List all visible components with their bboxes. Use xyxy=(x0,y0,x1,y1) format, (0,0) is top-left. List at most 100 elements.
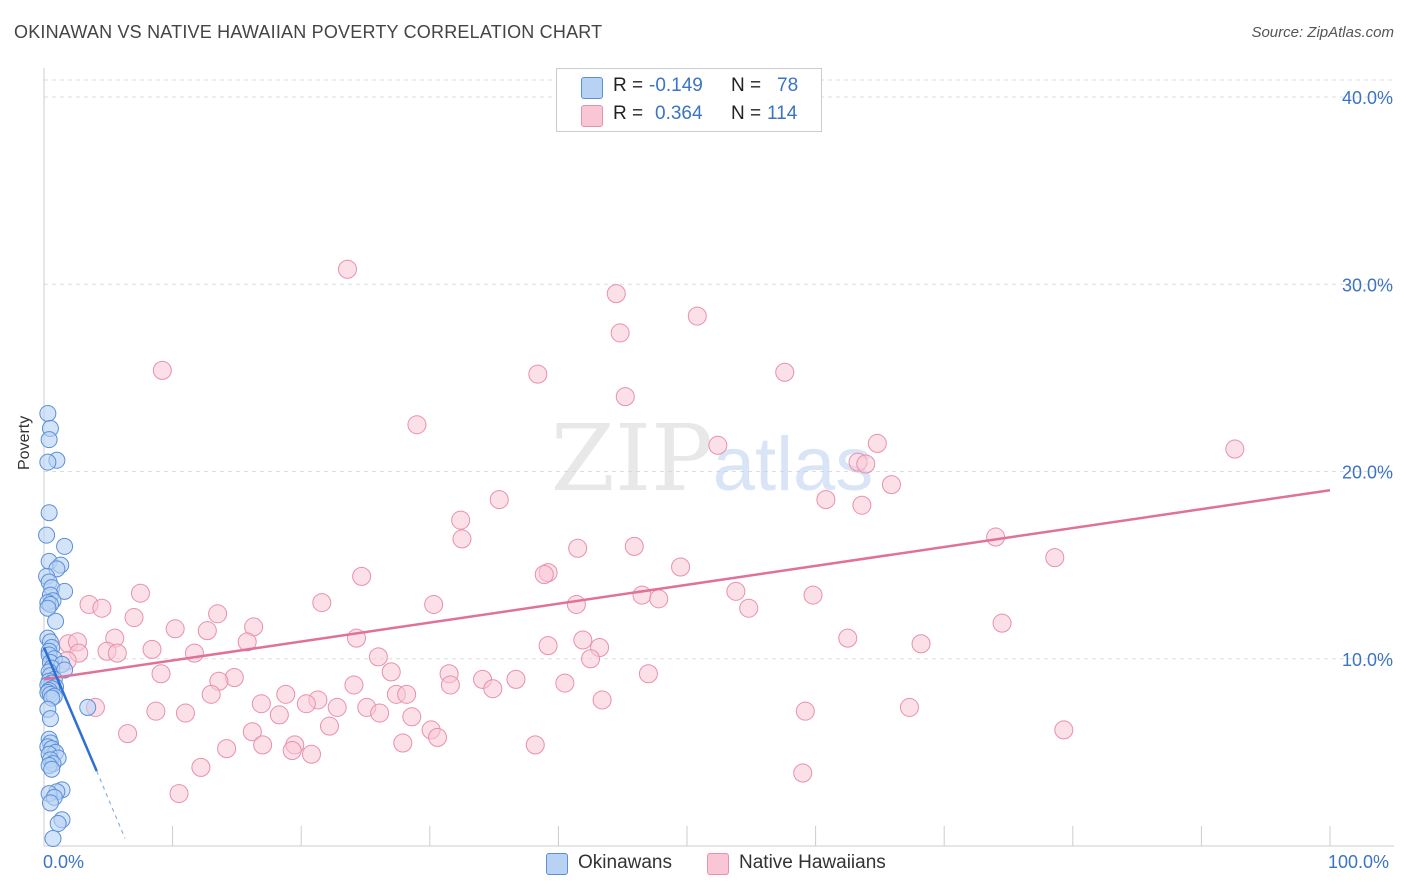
hawaiian-point xyxy=(440,675,460,695)
hawaiian-point xyxy=(489,490,509,510)
native-hawaiian-points xyxy=(57,259,1245,804)
hawaiian-n-label: N = xyxy=(731,103,762,124)
hawaiian-point xyxy=(301,744,321,764)
okinawan-point xyxy=(43,760,61,778)
hawaiian-point xyxy=(1054,720,1074,740)
hawaiian-point xyxy=(237,632,257,652)
hawaiian-point xyxy=(381,662,401,682)
hawaiian-point xyxy=(649,589,669,609)
hawaiian-n-value: 114 xyxy=(767,103,798,124)
hawaiian-point xyxy=(370,703,390,723)
hawaiian-point xyxy=(867,433,887,453)
watermark-zip: ZIP xyxy=(551,405,713,512)
hawaiian-point xyxy=(312,593,332,613)
hawaiian-point xyxy=(296,694,316,714)
hawaiian-point xyxy=(986,527,1006,547)
hawaiian-trendline xyxy=(43,488,1331,681)
hawaiian-point xyxy=(269,705,289,725)
hawaiian-r-value: 0.364 xyxy=(655,103,703,124)
y-tick-label: 40.0% xyxy=(1342,88,1393,108)
hawaiian-point xyxy=(624,536,644,556)
hawaiian-point xyxy=(217,739,237,759)
bottom-hawaiian-swatch xyxy=(707,853,729,875)
hawaiian-point xyxy=(506,669,526,689)
hawaiian-point xyxy=(1045,548,1065,568)
hawaiian-point xyxy=(638,664,658,684)
hawaiian-point xyxy=(632,585,652,605)
hawaiian-point xyxy=(242,722,262,742)
okinawan-point xyxy=(39,453,57,471)
hawaiian-point xyxy=(852,495,872,515)
hawaiian-point xyxy=(451,510,471,530)
bottom-okinawan-swatch xyxy=(546,853,568,875)
hawaiian-point xyxy=(538,636,558,656)
hawaiian-point xyxy=(528,364,548,384)
axes xyxy=(43,68,1394,847)
hawaiian-point xyxy=(151,664,171,684)
okinawan-point xyxy=(38,526,56,544)
hawaiian-point xyxy=(344,675,364,695)
hawaiian-point xyxy=(152,360,172,380)
y-tick-label: 10.0% xyxy=(1342,650,1393,670)
hawaiian-point xyxy=(393,733,413,753)
hawaiian-point xyxy=(708,435,728,455)
hawaiian-point xyxy=(124,608,144,628)
watermark-atlas: atlas xyxy=(713,422,874,507)
hawaiian-point xyxy=(352,566,372,586)
okinawan-r-label: R = xyxy=(613,75,644,96)
hawaiian-point xyxy=(319,716,339,736)
hawaiian-point xyxy=(282,741,302,761)
trendlines xyxy=(42,488,1331,839)
hawaiian-point xyxy=(592,690,612,710)
hawaiian-point xyxy=(197,621,217,641)
okinawan-points xyxy=(38,404,97,848)
okinawan-point xyxy=(39,599,57,617)
hawaiian-point xyxy=(397,684,417,704)
hawaiian-point xyxy=(534,564,554,584)
hawaiian-point xyxy=(739,598,759,618)
hawaiian-point xyxy=(208,604,228,624)
hawaiian-point xyxy=(726,581,746,601)
hawaiian-point xyxy=(568,538,588,558)
hawaiian-point xyxy=(118,724,138,744)
hawaiian-point xyxy=(899,697,919,717)
hawaiian-point xyxy=(856,454,876,474)
hawaiian-point xyxy=(130,583,150,603)
okinawan-n-label: N = xyxy=(731,75,762,96)
hawaiian-point xyxy=(687,306,707,326)
watermark: ZIP atlas xyxy=(551,405,873,512)
hawaiian-point xyxy=(838,628,858,648)
okinawan-point xyxy=(40,504,58,522)
hawaiian-point xyxy=(816,490,836,510)
hawaiian-point xyxy=(253,735,273,755)
hawaiian-point xyxy=(407,415,427,435)
hawaiian-point xyxy=(107,643,127,663)
x-tick-min: 0.0% xyxy=(43,852,85,872)
hawaiian-point xyxy=(775,362,795,382)
hawaiian-point xyxy=(251,694,271,714)
chart-title: OKINAWAN VS NATIVE HAWAIIAN POVERTY CORR… xyxy=(14,22,603,42)
hawaiian-point xyxy=(911,634,931,654)
x-tick-max: 100.0% xyxy=(1328,852,1390,872)
stats-legend: R = -0.149 N = 78 R = 0.364 N = 114 xyxy=(556,68,822,132)
okinawan-swatch xyxy=(581,77,603,99)
hawaiian-point xyxy=(337,259,357,279)
hawaiian-point xyxy=(1225,439,1245,459)
hawaiian-point xyxy=(184,643,204,663)
hawaiian-point xyxy=(169,784,189,804)
okinawan-trendline-extension xyxy=(96,770,126,839)
okinawan-point xyxy=(44,830,62,848)
okinawan-point xyxy=(56,537,74,555)
hawaiian-point xyxy=(881,475,901,495)
okinawan-r-value: -0.149 xyxy=(649,75,703,96)
hawaiian-point xyxy=(191,757,211,777)
okinawan-n-value: 78 xyxy=(777,75,799,96)
hawaiian-point xyxy=(525,735,545,755)
hawaiian-point xyxy=(92,598,112,618)
okinawan-point xyxy=(40,431,58,449)
hawaiian-point xyxy=(615,387,635,407)
hawaiian-point xyxy=(327,697,347,717)
hawaiian-point xyxy=(424,594,444,614)
hawaiian-point xyxy=(201,684,221,704)
